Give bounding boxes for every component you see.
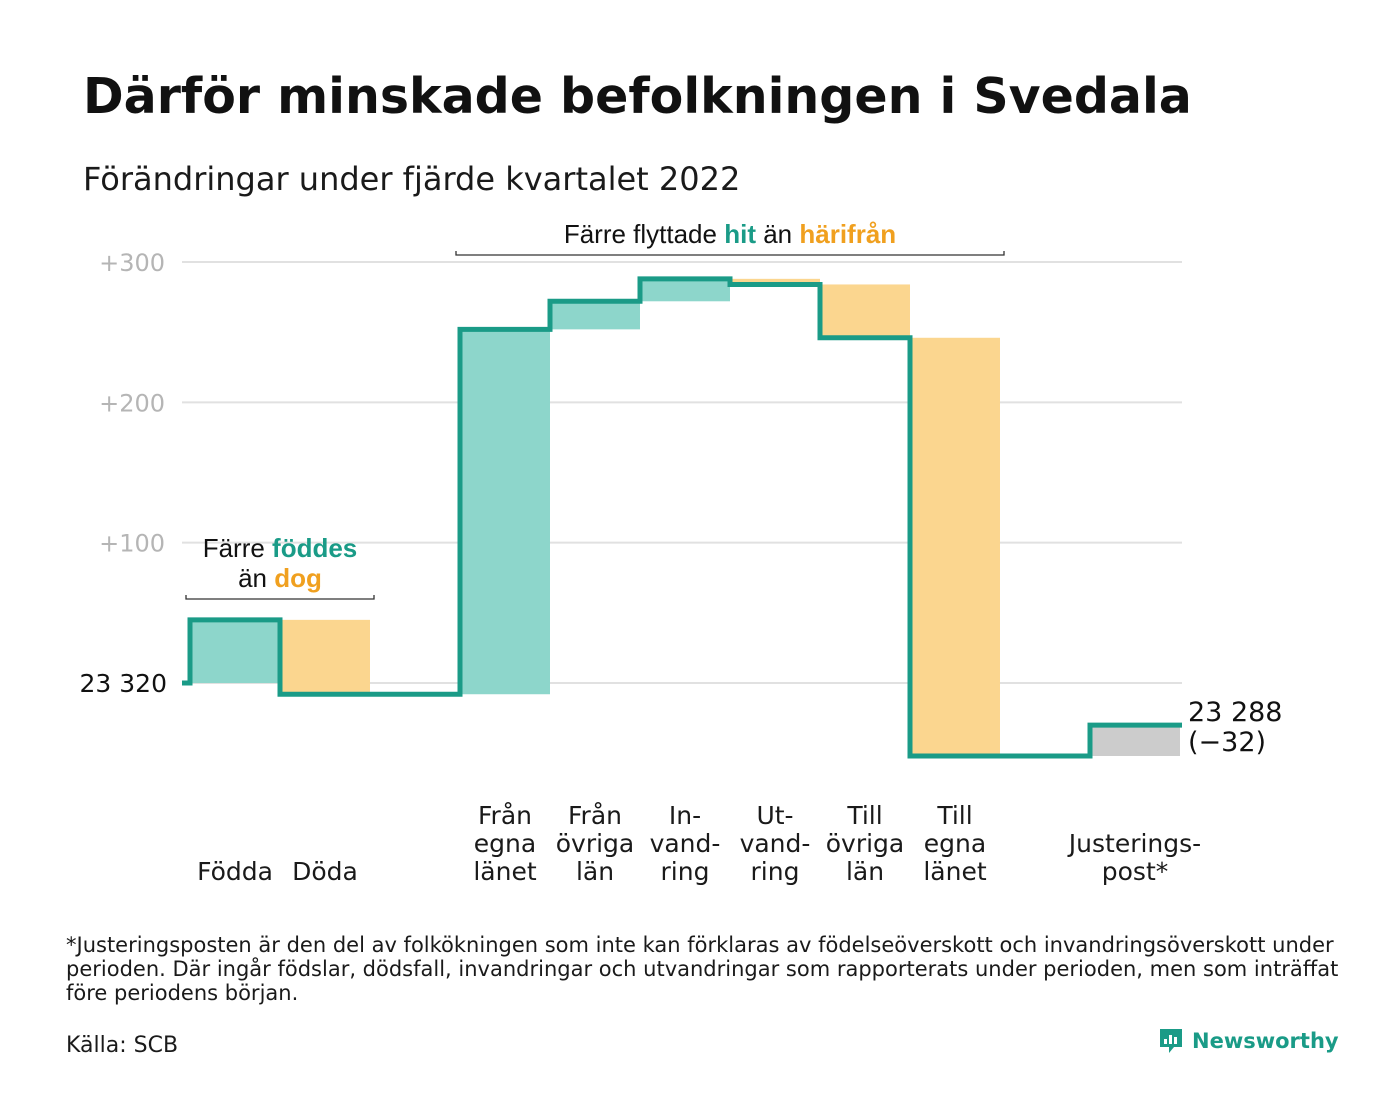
chart-subtitle: Förändringar under fjärde kvartalet 2022 — [83, 160, 741, 198]
waterfall-bar — [550, 301, 640, 330]
category-label: Till — [846, 801, 882, 830]
chart-title: Därför minskade befolkningen i Svedala — [83, 68, 1192, 125]
category-label: länet — [473, 857, 536, 886]
annotation-segment: härifrån — [799, 219, 896, 249]
start-value-label: 23 320 — [80, 669, 167, 698]
y-tick-label: +200 — [99, 389, 165, 417]
waterfall-bar — [460, 329, 550, 695]
category-label: Justerings- — [1067, 829, 1201, 858]
category-label: övriga — [826, 829, 905, 858]
end-value-label: 23 288 — [1188, 697, 1282, 728]
category-label: övriga — [556, 829, 635, 858]
newsworthy-logo-icon — [1160, 1029, 1182, 1053]
category-label: vand- — [740, 829, 811, 858]
annotation-segment: Färre — [203, 533, 272, 563]
category-label: län — [846, 857, 884, 886]
annotation-segment: än — [238, 563, 274, 593]
category-label: vand- — [650, 829, 721, 858]
waterfall-bar — [640, 278, 730, 302]
annotation-segment: dog — [274, 563, 322, 593]
footnote: *Justeringsposten är den del av folkökni… — [66, 933, 1339, 1005]
waterfall-bar — [1090, 725, 1180, 756]
source-note: Källa: SCB — [66, 1033, 179, 1058]
category-label: egna — [924, 829, 986, 858]
brand-name: Newsworthy — [1192, 1029, 1339, 1053]
cumulative-line — [182, 276, 1182, 759]
category-label: Från — [568, 801, 622, 830]
y-tick-label: +100 — [99, 530, 165, 558]
category-label: län — [576, 857, 614, 886]
waterfall-bar — [190, 619, 280, 684]
annotation-text: än dog — [238, 563, 322, 593]
category-label: Ut- — [756, 801, 793, 830]
brand-logo[interactable]: Newsworthy — [1158, 1026, 1339, 1056]
category-label: In- — [669, 801, 701, 830]
category-label: Till — [936, 801, 972, 830]
waterfall-bar — [910, 337, 1000, 756]
category-label: Döda — [292, 857, 358, 886]
annotation-segment: hit — [724, 219, 756, 249]
y-tick-label: +300 — [99, 249, 165, 277]
annotation-bracket — [455, 251, 1005, 256]
annotation-segment: Färre flyttade — [564, 219, 724, 249]
annotation-bracket — [185, 595, 375, 600]
end-change-label: (−32) — [1188, 727, 1266, 758]
annotation-segment: föddes — [272, 533, 357, 563]
waterfall-bar — [280, 619, 370, 695]
annotation-text: Färre föddes — [203, 533, 358, 563]
category-label: länet — [923, 857, 986, 886]
category-label: egna — [474, 829, 536, 858]
category-label: Födda — [197, 857, 273, 886]
category-label: Från — [478, 801, 532, 830]
waterfall-bar — [820, 284, 910, 338]
category-label: ring — [751, 857, 800, 886]
annotation-segment: än — [756, 219, 799, 249]
annotation-text: Färre flyttade hit än härifrån — [564, 219, 896, 249]
category-label: post* — [1102, 857, 1169, 886]
category-label: ring — [661, 857, 710, 886]
waterfall-bar — [730, 278, 820, 285]
